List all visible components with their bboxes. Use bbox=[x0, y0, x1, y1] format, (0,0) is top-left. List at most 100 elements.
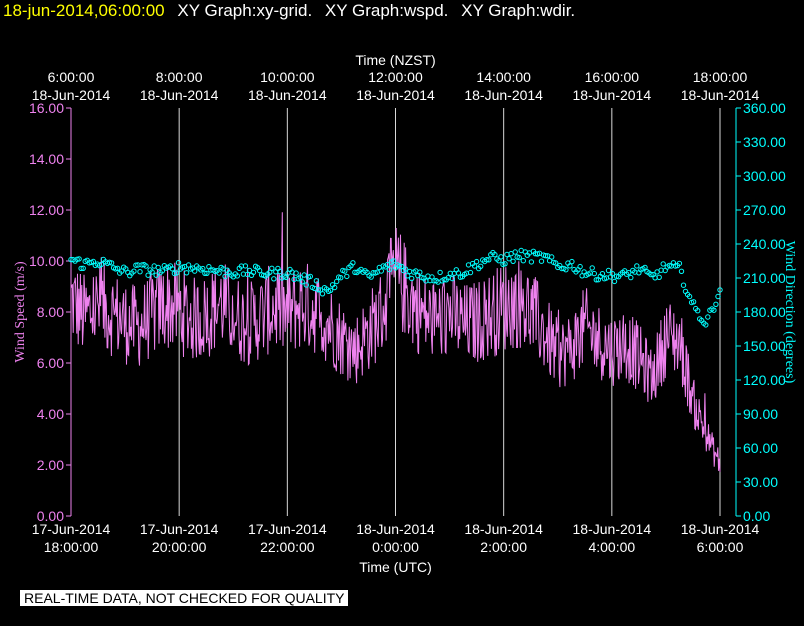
wind-direction-point bbox=[553, 260, 559, 266]
top-tick-date: 18-Jun-2014 bbox=[140, 87, 219, 103]
bottom-tick-time: 20:00:00 bbox=[152, 539, 207, 555]
wind-direction-point bbox=[386, 266, 393, 273]
left-tick-label: 0.00 bbox=[37, 508, 64, 524]
wind-direction-point bbox=[283, 274, 289, 280]
wind-direction-point bbox=[715, 293, 721, 300]
wind-direction-point bbox=[202, 270, 208, 276]
top-tick-date: 18-Jun-2014 bbox=[464, 87, 543, 103]
wind-direction-point bbox=[183, 270, 190, 276]
wind-direction-point bbox=[567, 263, 573, 269]
wind-direction-point bbox=[277, 268, 283, 275]
top-tick-time: 18:00:00 bbox=[693, 69, 748, 85]
bottom-tick-date: 18-Jun-2014 bbox=[681, 521, 760, 537]
wind-direction-point bbox=[686, 293, 693, 300]
wind-direction-point bbox=[149, 269, 155, 275]
wind-direction-point bbox=[78, 265, 84, 272]
wind-direction-point bbox=[76, 256, 82, 262]
wind-direction-point bbox=[496, 258, 502, 264]
wind-direction-point bbox=[703, 322, 709, 328]
right-tick-label: 150.00 bbox=[743, 338, 786, 354]
wind-direction-point bbox=[390, 258, 397, 264]
wind-direction-point bbox=[577, 263, 583, 270]
wind-direction-point bbox=[542, 253, 549, 259]
wind-direction-point bbox=[455, 270, 462, 276]
top-tick-time: 14:00:00 bbox=[476, 69, 531, 85]
wind-direction-point bbox=[478, 263, 484, 269]
wind-direction-point bbox=[405, 273, 411, 279]
wind-direction-point bbox=[131, 268, 137, 274]
top-tick-date: 18-Jun-2014 bbox=[356, 87, 435, 103]
right-tick-label: 120.00 bbox=[743, 372, 786, 388]
wind-direction-point bbox=[171, 270, 178, 277]
wind-direction-point bbox=[569, 258, 575, 265]
wind-direction-point bbox=[498, 254, 504, 260]
wind-direction-point bbox=[705, 314, 711, 320]
quality-note: REAL-TIME DATA, NOT CHECKED FOR QUALITY bbox=[20, 590, 349, 606]
right-tick-label: 30.00 bbox=[743, 474, 778, 490]
right-tick-label: 180.00 bbox=[743, 304, 786, 320]
wind-direction-point bbox=[133, 262, 139, 268]
wind-direction-point bbox=[642, 264, 648, 271]
right-axis-title: Wind Direction (degrees) bbox=[782, 241, 797, 384]
wind-direction-point bbox=[108, 260, 115, 266]
wind-direction-point bbox=[402, 266, 409, 272]
top-tick-date: 18-Jun-2014 bbox=[573, 87, 652, 103]
wind-direction-point bbox=[589, 265, 595, 271]
wind-direction-point bbox=[303, 282, 309, 288]
bottom-tick-time: 6:00:00 bbox=[697, 539, 744, 555]
wind-direction-point bbox=[563, 267, 569, 273]
wind-direction-point bbox=[384, 262, 391, 268]
bottom-tick-time: 4:00:00 bbox=[588, 539, 635, 555]
wind-direction-point bbox=[437, 269, 443, 276]
left-tick-label: 14.00 bbox=[29, 151, 64, 167]
right-tick-label: 0.00 bbox=[743, 508, 770, 524]
wind-direction-point bbox=[378, 268, 384, 274]
top-tick-time: 8:00:00 bbox=[156, 69, 203, 85]
wind-direction-point bbox=[319, 291, 326, 297]
bottom-tick-date: 17-Jun-2014 bbox=[140, 521, 219, 537]
bottom-tick-date: 17-Jun-2014 bbox=[32, 521, 111, 537]
wind-direction-point bbox=[512, 249, 518, 255]
wind-direction-point bbox=[350, 260, 356, 266]
left-axis-title: Wind Speed (m/s) bbox=[13, 261, 28, 363]
top-tick-time: 6:00:00 bbox=[48, 69, 95, 85]
left-tick-label: 10.00 bbox=[29, 253, 64, 269]
wind-direction-point bbox=[680, 282, 687, 288]
top-tick-date: 18-Jun-2014 bbox=[32, 87, 111, 103]
wind-direction-point bbox=[301, 272, 307, 278]
chart-header: 18-jun-2014,06:00:00 XY Graph:xy-grid. X… bbox=[3, 1, 575, 23]
wind-direction-point bbox=[334, 278, 340, 285]
wind-direction-point bbox=[173, 270, 180, 276]
wind-direction-point bbox=[344, 273, 350, 280]
wind-direction-point bbox=[648, 271, 654, 278]
wind-direction-point bbox=[471, 263, 478, 269]
top-tick-date: 18-Jun-2014 bbox=[681, 87, 760, 103]
wind-direction-point bbox=[656, 274, 662, 280]
wind-direction-point bbox=[222, 273, 228, 280]
wind-direction-point bbox=[242, 263, 249, 269]
top-tick-date: 18-Jun-2014 bbox=[248, 87, 327, 103]
left-tick-label: 2.00 bbox=[37, 457, 64, 473]
header-graph-2: XY Graph:wspd. bbox=[324, 1, 449, 20]
wind-direction-point bbox=[549, 254, 555, 260]
wind-direction-point bbox=[591, 270, 597, 277]
left-tick-label: 6.00 bbox=[37, 355, 64, 371]
right-tick-label: 270.00 bbox=[743, 202, 786, 218]
wind-direction-point bbox=[611, 278, 618, 285]
wind-direction-point bbox=[185, 262, 192, 268]
wind-direction-point bbox=[660, 261, 666, 267]
wind-direction-point bbox=[626, 270, 632, 276]
wind-direction-point bbox=[634, 263, 640, 269]
wind-direction-point bbox=[297, 274, 303, 280]
wind-direction-point bbox=[516, 254, 522, 261]
wind-direction-point bbox=[678, 268, 685, 274]
wind-direction-point bbox=[234, 273, 241, 279]
wind-direction-point bbox=[695, 308, 701, 314]
right-tick-label: 90.00 bbox=[743, 406, 778, 422]
bottom-tick-time: 2:00:00 bbox=[480, 539, 527, 555]
wind-direction-point bbox=[293, 270, 299, 276]
wind-direction-point bbox=[502, 261, 508, 267]
left-tick-label: 12.00 bbox=[29, 202, 64, 218]
wind-direction-point bbox=[114, 265, 121, 271]
right-tick-label: 330.00 bbox=[743, 134, 786, 150]
